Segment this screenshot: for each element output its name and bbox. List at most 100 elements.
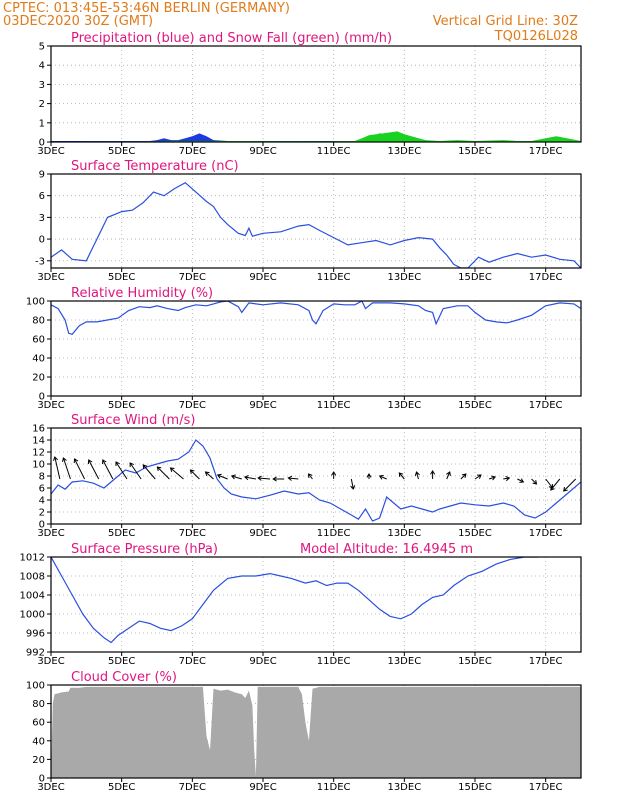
header-location: CPTEC: 013:45E-53:46N BERLIN (GERMANY) — [3, 1, 290, 16]
x-tick-label: 5DEC — [108, 528, 135, 539]
wind-vector — [243, 475, 257, 481]
y-tick-label: 80 — [32, 699, 45, 710]
y-tick-label: 100 — [26, 297, 45, 308]
panel-title: Surface Temperature (nC) — [71, 159, 239, 174]
x-tick-label: 11DEC — [317, 528, 351, 539]
wind-vector-shaft — [350, 478, 354, 490]
x-tick-label: 5DEC — [108, 146, 135, 157]
y-tick-label: 1008 — [20, 572, 45, 583]
y-tick-label: 3 — [39, 213, 45, 224]
wind-vector — [460, 473, 467, 480]
wind-vector-shaft — [488, 476, 496, 480]
x-tick-label: 13DEC — [387, 400, 421, 411]
wind-vector-head — [169, 467, 175, 472]
wind-vector-head — [257, 475, 262, 481]
wind-vector-shaft — [217, 474, 228, 480]
wind-vector-shaft — [474, 474, 482, 480]
wind-vector — [517, 478, 525, 483]
y-tick-label: 3 — [39, 80, 45, 91]
panel-5: 992 996 1000 1004 1008 1012 3DEC 5DEC 7DEC 9DEC 11… — [20, 542, 582, 667]
wind-vector-head — [532, 479, 538, 485]
y-tick-label: 40 — [32, 354, 45, 365]
wind-vector-head — [563, 486, 568, 492]
wind-vector-shaft — [102, 459, 114, 480]
x-tick-label: 13DEC — [387, 146, 421, 157]
wind-vector-head — [243, 475, 249, 481]
x-tick-label: 9DEC — [249, 272, 276, 283]
y-tick-label: 4 — [39, 61, 45, 72]
y-tick-label: 12 — [32, 448, 45, 459]
series-line — [51, 181, 581, 268]
wind-vector — [378, 474, 387, 480]
wind-vector — [129, 462, 142, 480]
x-tick-label: 3DEC — [37, 528, 64, 539]
wind-vector-head — [216, 473, 222, 479]
header-date: 03DEC2020 30Z (GMT) — [3, 14, 153, 29]
x-tick-label: 17DEC — [529, 400, 563, 411]
plot-area — [51, 301, 581, 335]
wind-vector — [142, 464, 156, 480]
wind-vector-head — [204, 471, 210, 476]
wind-vector — [87, 459, 100, 480]
x-tick-label: 5DEC — [108, 782, 135, 793]
y-tick-label: 1 — [39, 118, 45, 129]
x-tick-label: 11DEC — [317, 272, 351, 283]
panel-title: Relative Humidity (%) — [71, 286, 213, 301]
panel-6: 0 20 40 60 80 100 3DEC 5DEC 7DEC 9DEC 11DEC 13DEC 15… — [26, 670, 582, 793]
wind-vector-head — [102, 459, 107, 465]
x-tick-label: 11DEC — [317, 656, 351, 667]
wind-vector — [216, 473, 228, 480]
wind-vector — [430, 470, 436, 479]
x-tick-label: 3DEC — [37, 272, 64, 283]
wind-vector-head — [476, 474, 482, 479]
wind-vector-shaft — [231, 475, 242, 480]
wind-vector-shaft — [205, 471, 214, 480]
cloud-cover-area — [51, 686, 581, 778]
wind-vector-head — [156, 466, 162, 472]
wind-vector-shaft — [415, 471, 419, 480]
wind-vector-shaft — [446, 471, 451, 480]
wind-vector-head — [115, 461, 120, 466]
y-tick-label: 992 — [26, 648, 45, 659]
series-line — [51, 557, 539, 644]
panel-annotation: Model Altitude: 16.4945 m — [300, 542, 473, 557]
x-tick-label: 9DEC — [249, 528, 276, 539]
wind-vector-head — [378, 474, 384, 480]
x-tick-label: 3DEC — [37, 782, 64, 793]
plot-area — [51, 181, 581, 268]
y-tick-label: 1012 — [20, 553, 45, 564]
panel-title: Cloud Cover (%) — [71, 670, 177, 685]
wind-vector — [53, 456, 61, 480]
x-tick-label: 15DEC — [458, 656, 492, 667]
y-tick-label: 4 — [39, 496, 45, 507]
plot-area — [51, 686, 581, 778]
y-tick-label: 60 — [32, 718, 45, 729]
wind-vector-shaft — [129, 462, 142, 480]
y-tick-label: 10 — [32, 460, 45, 471]
wind-vector-shaft — [258, 477, 271, 480]
x-tick-label: 7DEC — [179, 272, 206, 283]
wind-vector-shaft — [142, 464, 156, 480]
header-grid-line: Vertical Grid Line: 30Z — [433, 14, 578, 29]
wind-vector-head — [307, 473, 313, 479]
wind-vector-shaft — [550, 478, 561, 491]
wind-vector — [272, 476, 285, 482]
panel-1: 0 1 2 3 4 5 3DEC 5DEC 7DEC 9DEC 11DEC 13DEC 15DEC 17D… — [37, 31, 582, 157]
wind-vector-shaft — [563, 478, 577, 492]
wind-vector-head — [398, 472, 404, 478]
wind-vector-shaft — [503, 477, 510, 480]
x-tick-label: 13DEC — [387, 272, 421, 283]
wind-vector — [102, 459, 114, 480]
x-tick-label: 11DEC — [317, 400, 351, 411]
x-tick-label: 11DEC — [317, 146, 351, 157]
wind-vector-head — [53, 456, 59, 461]
wind-vector — [350, 478, 356, 490]
panel-2: -3 0 3 6 9 3DEC 5DEC 7DEC 9DEC 11DEC 13DEC 15DEC 17D… — [35, 159, 582, 283]
wind-vector-head — [287, 475, 293, 481]
wind-vector-shaft — [398, 472, 405, 480]
wind-vector — [474, 474, 482, 480]
x-tick-label: 13DEC — [387, 782, 421, 793]
y-tick-label: 996 — [26, 629, 45, 640]
